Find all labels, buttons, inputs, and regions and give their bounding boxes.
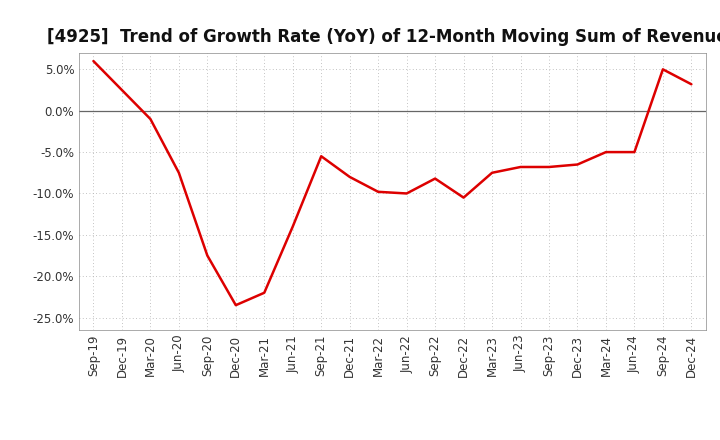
Title: [4925]  Trend of Growth Rate (YoY) of 12-Month Moving Sum of Revenues: [4925] Trend of Growth Rate (YoY) of 12-… <box>47 28 720 46</box>
